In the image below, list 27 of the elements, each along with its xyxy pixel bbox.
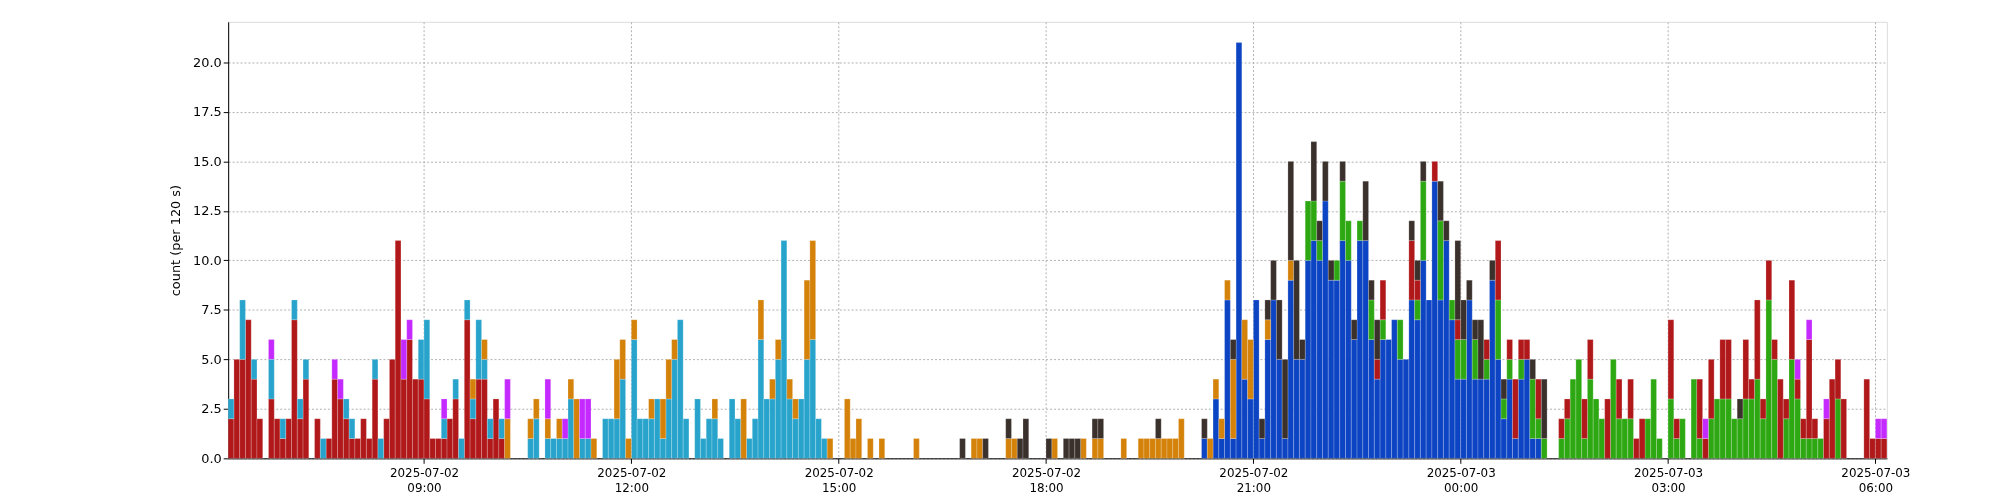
y-tick-label: 20.0 bbox=[193, 54, 222, 70]
bar bbox=[913, 438, 920, 459]
x-tick-label: 2025-07-02 12:00 bbox=[597, 465, 667, 495]
x-tick-label: 2025-07-03 00:00 bbox=[1426, 465, 1496, 495]
bar bbox=[844, 398, 851, 459]
y-tick-label: 0.0 bbox=[201, 450, 222, 466]
y-tick-label: 15.0 bbox=[193, 153, 222, 169]
y-tick-label: 2.5 bbox=[201, 401, 222, 417]
bar bbox=[602, 418, 609, 459]
bar bbox=[867, 438, 874, 459]
y-tick-label: 7.5 bbox=[201, 302, 222, 318]
bar bbox=[878, 438, 886, 459]
x-tick-label: 2025-07-02 09:00 bbox=[389, 465, 460, 495]
bar bbox=[970, 438, 978, 459]
y-tick-label: 10.0 bbox=[193, 252, 222, 268]
y-tick-label: 12.5 bbox=[193, 203, 222, 219]
y-tick-label: 17.5 bbox=[193, 104, 222, 120]
x-tick-label: 2025-07-02 18:00 bbox=[1011, 465, 1082, 495]
x-tick-label: 2025-07-03 06:00 bbox=[1841, 465, 1911, 495]
y-tick-label: 5.0 bbox=[201, 351, 222, 367]
bar bbox=[728, 398, 736, 459]
bar bbox=[959, 438, 966, 459]
x-tick-label: 2025-07-02 21:00 bbox=[1219, 465, 1289, 495]
bar bbox=[1120, 438, 1127, 459]
y-axis-title: count (per 120 s) bbox=[168, 184, 184, 297]
x-tick-label: 2025-07-03 03:00 bbox=[1633, 465, 1704, 495]
x-tick-label: 2025-07-02 15:00 bbox=[804, 465, 874, 495]
